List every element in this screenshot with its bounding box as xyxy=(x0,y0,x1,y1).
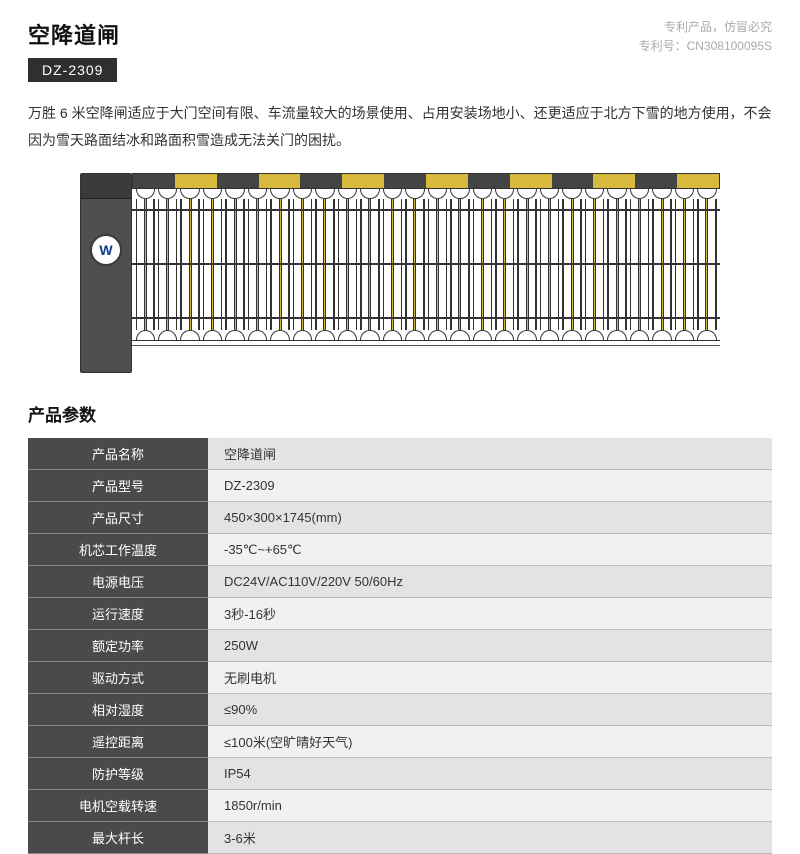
arm-stripe xyxy=(677,174,719,188)
spec-value: 1850r/min xyxy=(208,790,772,822)
patent-block: 专利产品，仿冒必究 专利号：CN308100095S xyxy=(639,18,772,56)
spec-value: IP54 xyxy=(208,758,772,790)
spec-value: -35℃~+65℃ xyxy=(208,534,772,566)
table-row: 额定功率250W xyxy=(28,630,772,662)
table-row: 电源电压DC24V/AC110V/220V 50/60Hz xyxy=(28,566,772,598)
gate-arm-assembly xyxy=(132,173,720,353)
product-description: 万胜 6 米空降闸适应于大门空间有限、车流量较大的场景使用、占用安装场地小、还更… xyxy=(28,100,772,153)
arm-stripe xyxy=(510,174,552,188)
spec-table: 产品名称空降道闸产品型号DZ-2309产品尺寸450×300×1745(mm)机… xyxy=(28,438,772,854)
table-row: 驱动方式无刷电机 xyxy=(28,662,772,694)
arm-stripe xyxy=(384,174,426,188)
patent-line: 专利产品，仿冒必究 xyxy=(639,18,772,37)
table-row: 防护等级IP54 xyxy=(28,758,772,790)
fence-rail xyxy=(132,209,720,211)
spec-value: DZ-2309 xyxy=(208,470,772,502)
spec-value: 250W xyxy=(208,630,772,662)
arm-stripe xyxy=(552,174,594,188)
arm-stripe xyxy=(300,174,342,188)
spec-label: 产品尺寸 xyxy=(28,502,208,534)
spec-value: 空降道闸 xyxy=(208,438,772,470)
arm-stripe xyxy=(593,174,635,188)
table-row: 相对湿度≤90% xyxy=(28,694,772,726)
spec-value: 无刷电机 xyxy=(208,662,772,694)
table-row: 机芯工作温度-35℃~+65℃ xyxy=(28,534,772,566)
spec-label: 运行速度 xyxy=(28,598,208,630)
fence-rail xyxy=(132,263,720,265)
patent-number: 专利号：CN308100095S xyxy=(639,37,772,56)
gate-cabinet: W xyxy=(80,173,132,373)
spec-label: 驱动方式 xyxy=(28,662,208,694)
arm-stripe xyxy=(175,174,217,188)
arm-stripe xyxy=(468,174,510,188)
spec-label: 防护等级 xyxy=(28,758,208,790)
table-row: 遥控距离≤100米(空旷晴好天气) xyxy=(28,726,772,758)
arm-stripe xyxy=(342,174,384,188)
product-illustration: W xyxy=(28,163,772,383)
gate-arm-bar xyxy=(132,173,720,189)
arm-stripe xyxy=(133,174,175,188)
spec-label: 电源电压 xyxy=(28,566,208,598)
spec-label: 产品名称 xyxy=(28,438,208,470)
table-row: 产品尺寸450×300×1745(mm) xyxy=(28,502,772,534)
arm-stripe xyxy=(426,174,468,188)
table-row: 电机空载转速1850r/min xyxy=(28,790,772,822)
spec-label: 相对湿度 xyxy=(28,694,208,726)
model-tag: DZ-2309 xyxy=(28,58,117,82)
spec-label: 额定功率 xyxy=(28,630,208,662)
ground-line xyxy=(132,345,720,346)
table-row: 产品名称空降道闸 xyxy=(28,438,772,470)
spec-value: 450×300×1745(mm) xyxy=(208,502,772,534)
spec-label: 产品型号 xyxy=(28,470,208,502)
spec-value: DC24V/AC110V/220V 50/60Hz xyxy=(208,566,772,598)
arm-stripe xyxy=(259,174,301,188)
table-row: 产品型号DZ-2309 xyxy=(28,470,772,502)
table-row: 运行速度3秒-16秒 xyxy=(28,598,772,630)
brand-logo-icon: W xyxy=(90,234,122,266)
spec-label: 遥控距离 xyxy=(28,726,208,758)
arm-stripe xyxy=(217,174,259,188)
fence-rail xyxy=(132,317,720,319)
spec-value: ≤100米(空旷晴好天气) xyxy=(208,726,772,758)
spec-value: 3-6米 xyxy=(208,822,772,854)
spec-value: ≤90% xyxy=(208,694,772,726)
spec-label: 电机空载转速 xyxy=(28,790,208,822)
table-row: 最大杆长3-6米 xyxy=(28,822,772,854)
spec-label: 机芯工作温度 xyxy=(28,534,208,566)
spec-section-title: 产品参数 xyxy=(28,401,772,426)
spec-label: 最大杆长 xyxy=(28,822,208,854)
page-title: 空降道闸 xyxy=(28,18,120,50)
spec-value: 3秒-16秒 xyxy=(208,598,772,630)
arm-stripe xyxy=(635,174,677,188)
header: 空降道闸 DZ-2309 专利产品，仿冒必究 专利号：CN308100095S xyxy=(28,18,772,82)
gate-fence xyxy=(132,189,720,341)
